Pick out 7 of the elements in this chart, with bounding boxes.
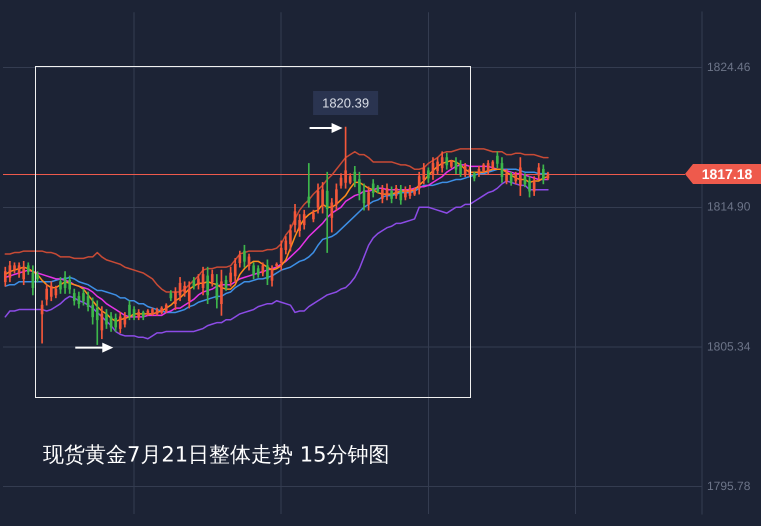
y-tick-label: 1805.34 bbox=[707, 339, 751, 354]
y-tick-label: 1824.46 bbox=[707, 60, 751, 74]
y-tick-label: 1814.90 bbox=[707, 200, 751, 214]
ref-line-label: 1817.18 bbox=[702, 166, 753, 182]
annotation: 1820.39 bbox=[322, 96, 370, 111]
text: 现货黄金7月21日整体走势 15分钟图 bbox=[43, 442, 390, 466]
y-tick-label: 1795.78 bbox=[707, 478, 751, 493]
